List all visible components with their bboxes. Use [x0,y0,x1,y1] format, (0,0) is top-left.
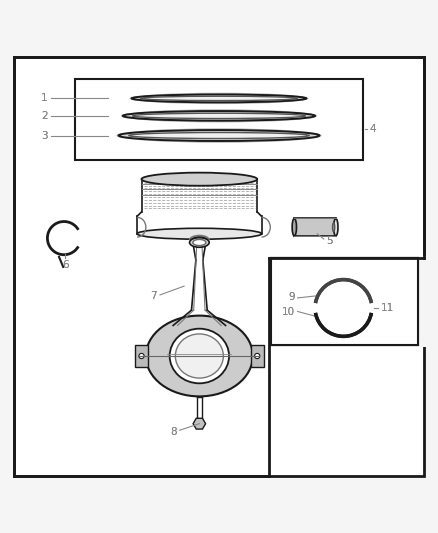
Ellipse shape [334,219,338,236]
Ellipse shape [119,130,319,141]
Ellipse shape [117,128,321,143]
Ellipse shape [121,109,317,123]
Text: 6: 6 [62,261,69,270]
Ellipse shape [139,353,144,359]
Ellipse shape [175,334,223,378]
Ellipse shape [137,228,261,239]
Ellipse shape [129,133,309,139]
Ellipse shape [133,113,305,118]
Text: 11: 11 [381,303,394,313]
Text: 1: 1 [41,93,48,103]
Text: 10: 10 [281,308,294,317]
Ellipse shape [193,239,206,246]
Ellipse shape [123,111,315,120]
Bar [75,79,363,159]
Ellipse shape [132,94,306,102]
Text: 6: 6 [62,261,69,270]
Ellipse shape [292,219,297,236]
Text: 1: 1 [41,93,48,103]
Text: 11: 11 [381,303,394,313]
Bar [269,256,438,348]
Text: 5: 5 [326,236,332,246]
Text: 7: 7 [150,291,157,301]
Text: 2: 2 [41,111,48,121]
Text: 8: 8 [170,426,177,437]
Text: 3: 3 [41,131,48,141]
Bar [251,345,264,367]
Text: 4: 4 [370,124,376,134]
Ellipse shape [190,238,209,247]
Text: 5: 5 [326,236,332,246]
Ellipse shape [146,316,253,397]
Text: 8: 8 [170,426,177,437]
Ellipse shape [332,223,335,231]
Text: 9: 9 [288,292,294,302]
Bar [272,258,418,345]
Text: 3: 3 [41,131,48,141]
Text: 7: 7 [150,291,157,301]
Bar [135,345,148,367]
Ellipse shape [141,96,297,101]
Text: 9: 9 [288,292,294,302]
Bar [294,219,336,236]
Text: 4: 4 [370,124,376,134]
Ellipse shape [141,173,257,185]
Bar [272,258,418,345]
Ellipse shape [130,93,308,104]
Text: 10: 10 [281,308,294,317]
Ellipse shape [254,353,260,359]
Text: 2: 2 [41,111,48,121]
Ellipse shape [170,329,229,383]
